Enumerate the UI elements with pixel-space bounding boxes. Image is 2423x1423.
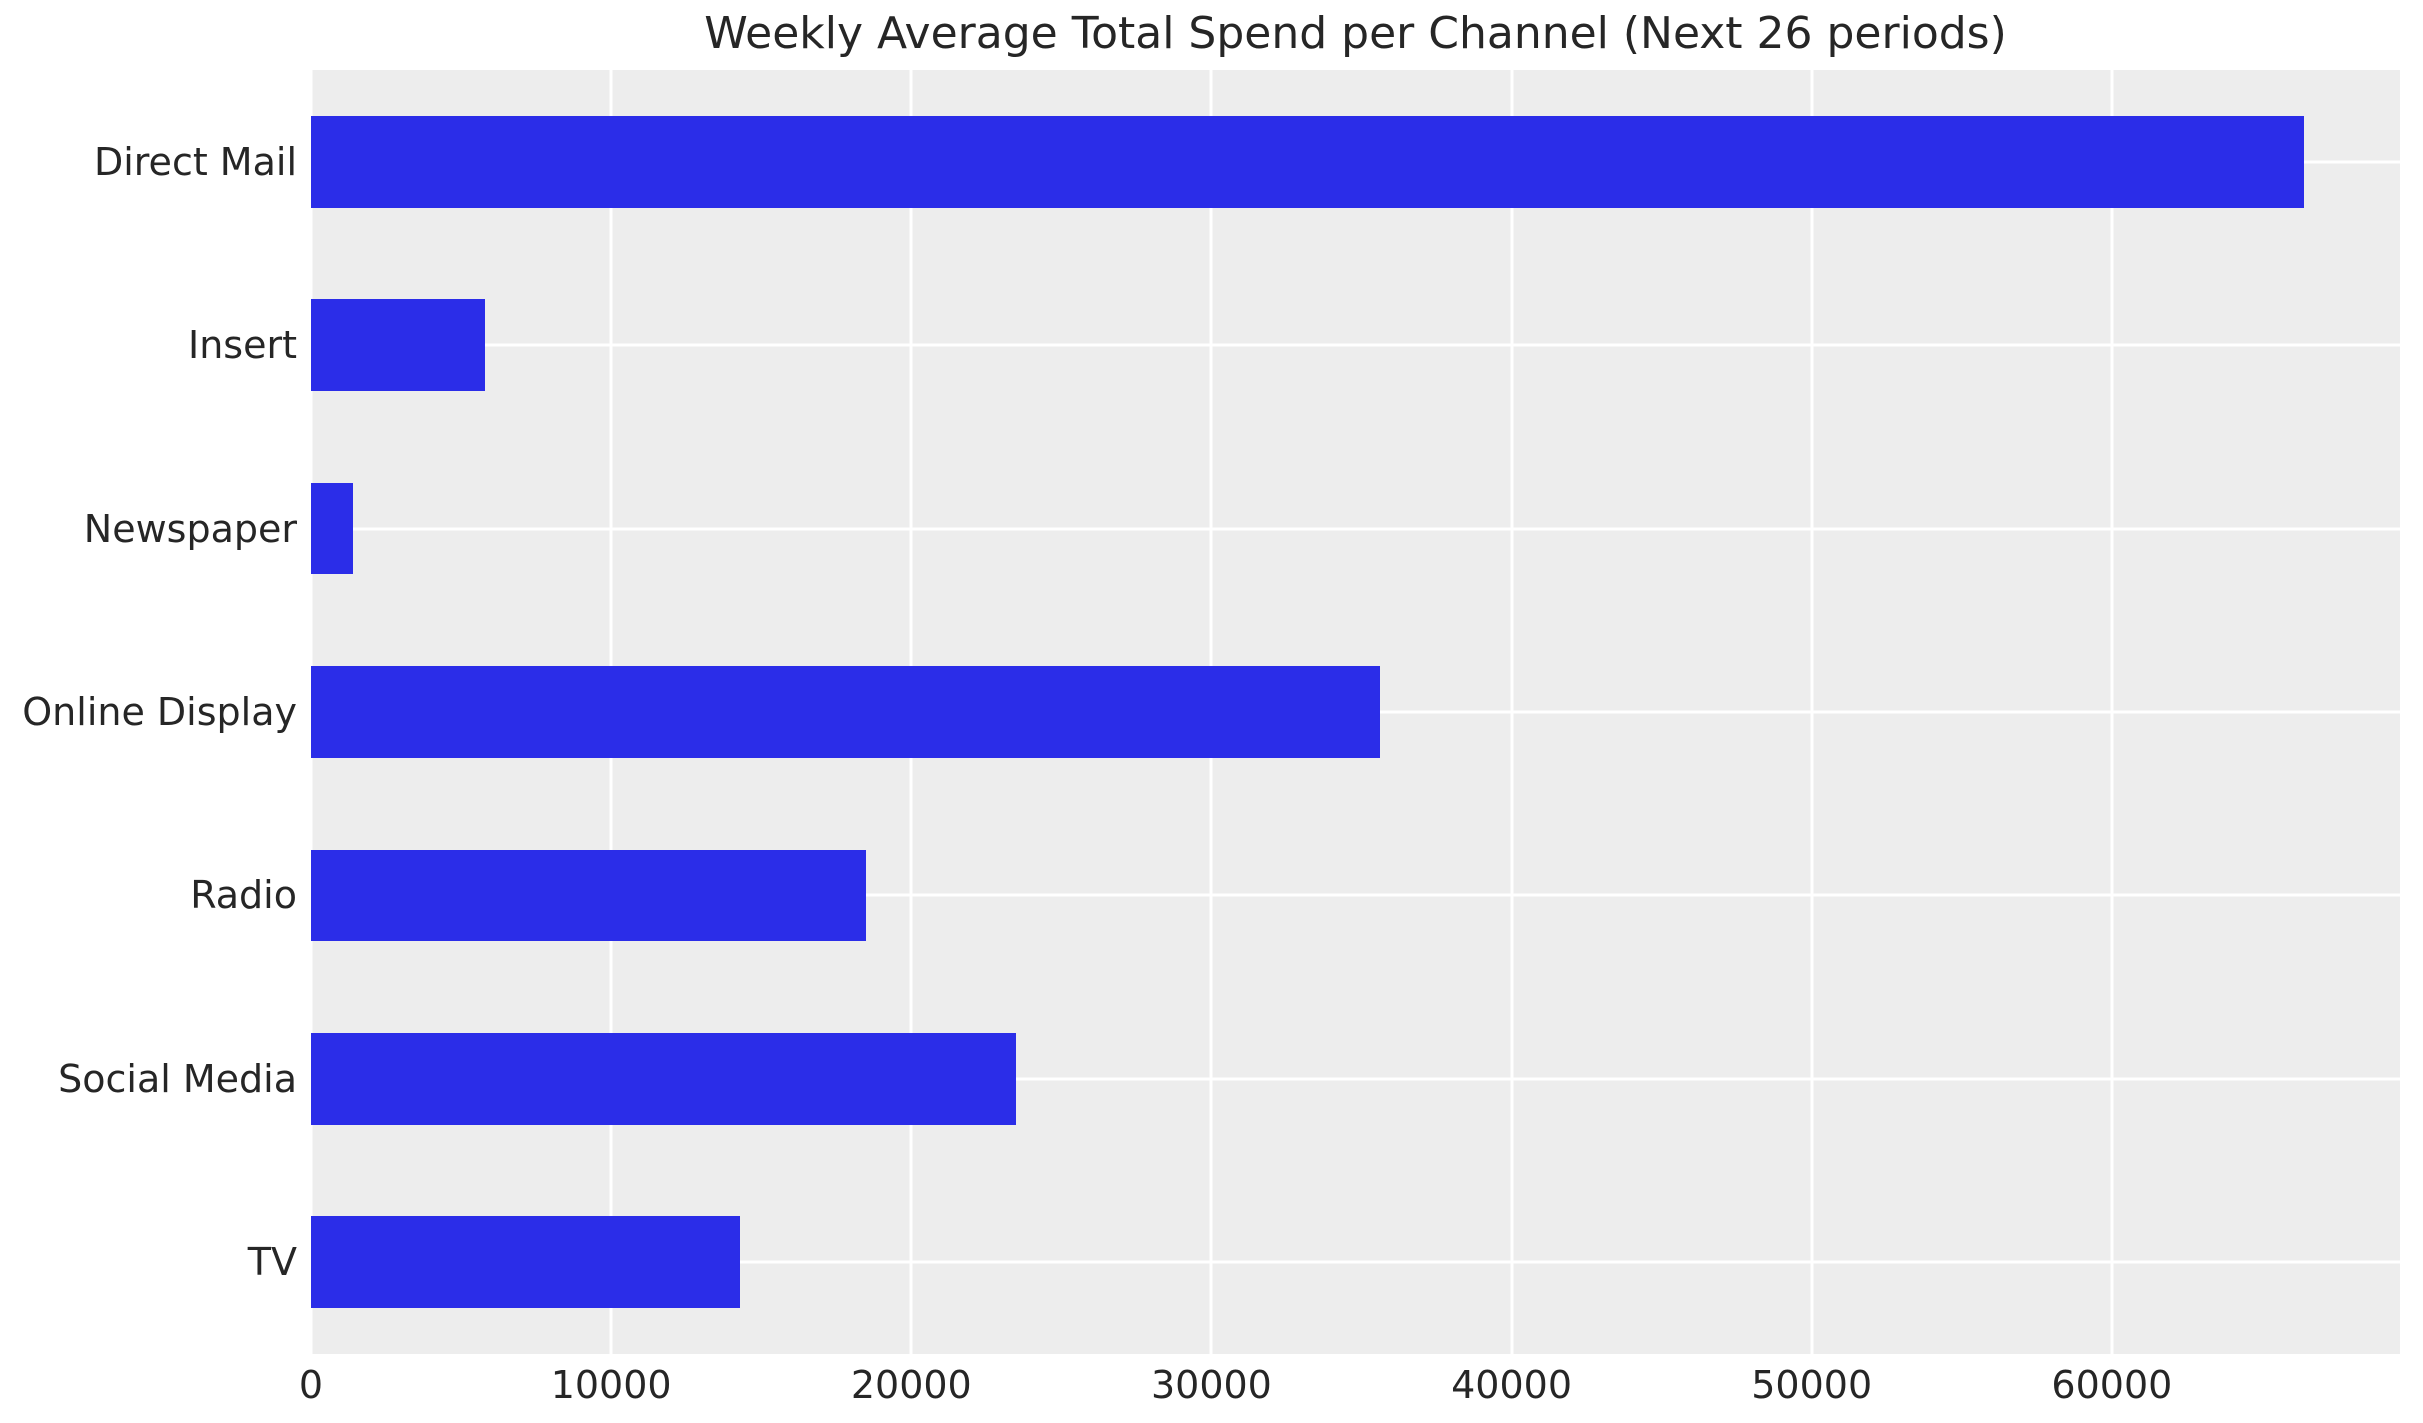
x-tick-label: 10000 bbox=[550, 1363, 672, 1407]
x-tick-label: 40000 bbox=[1451, 1363, 1573, 1407]
y-tick-label: Radio bbox=[190, 873, 297, 918]
y-tick-label: TV bbox=[247, 1240, 297, 1285]
x-tick-label: 60000 bbox=[2051, 1363, 2173, 1407]
y-gridline bbox=[311, 527, 2400, 531]
y-tick-label: Insert bbox=[188, 323, 297, 368]
bar-online-display bbox=[311, 666, 1380, 758]
y-tick-label: Newspaper bbox=[83, 506, 297, 551]
y-gridline bbox=[311, 343, 2400, 347]
plot-area bbox=[309, 70, 2400, 1354]
x-tick-label: 0 bbox=[298, 1363, 324, 1407]
x-tick-label: 20000 bbox=[850, 1363, 972, 1407]
x-tick-label: 30000 bbox=[1150, 1363, 1272, 1407]
y-gridline bbox=[311, 1260, 2400, 1264]
x-tick-label: 50000 bbox=[1751, 1363, 1873, 1407]
bar-newspaper bbox=[311, 482, 354, 575]
bar-direct-mail bbox=[311, 115, 2304, 208]
bar-social-media bbox=[311, 1033, 1017, 1125]
y-gridline bbox=[311, 1077, 2400, 1081]
y-gridline bbox=[311, 893, 2400, 897]
bar-insert bbox=[311, 299, 486, 391]
y-tick-label: Online Display bbox=[22, 689, 297, 734]
bar-radio bbox=[311, 849, 867, 942]
chart-title: Weekly Average Total Spend per Channel (… bbox=[704, 8, 2007, 59]
bar-tv bbox=[311, 1216, 741, 1309]
y-tick-label: Social Media bbox=[58, 1056, 297, 1101]
y-tick-label: Direct Mail bbox=[93, 139, 297, 184]
